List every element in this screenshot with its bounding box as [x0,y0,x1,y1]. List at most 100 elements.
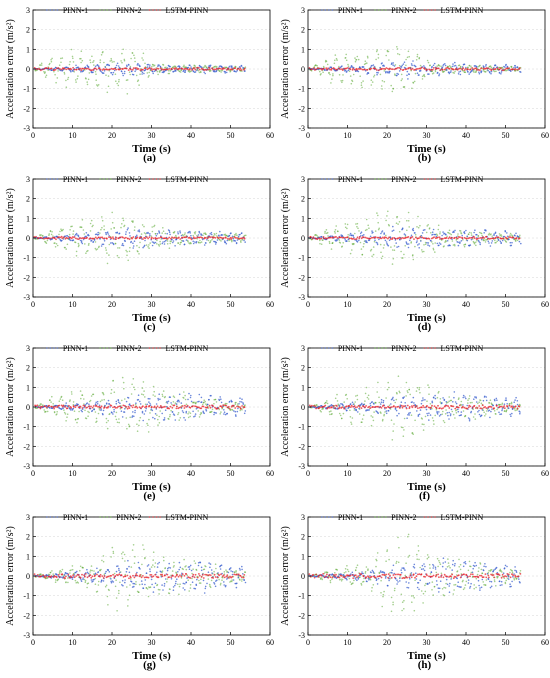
data-point [412,396,415,399]
data-point [332,405,335,407]
data-point [187,416,190,419]
data-point [116,82,118,85]
data-point [204,585,207,588]
chart-panel: -3 -2 -1 0 1 2 3 0 10 20 30 40 50 60 Time (s) Accelerat… [275,338,550,507]
data-point [327,235,329,237]
data-point [380,412,382,414]
data-point [154,582,157,585]
data-point [135,581,137,583]
data-point [377,412,379,415]
data-point [509,236,512,239]
data-point [373,406,375,408]
data-point [354,60,357,63]
data-point [503,235,505,238]
data-point [444,63,446,65]
data-point [362,236,365,238]
data-point [179,243,181,246]
data-point [119,236,122,239]
data-point [356,222,359,225]
data-point [391,230,394,232]
legend-marker [331,347,334,349]
data-point [498,233,501,235]
data-point [201,403,204,406]
data-point [80,409,83,412]
data-point [365,386,368,389]
data-point [132,582,134,585]
x-tick-label: 30 [423,131,431,140]
data-point [473,237,476,240]
data-point [131,68,134,71]
data-point [45,236,48,238]
data-point [122,48,124,51]
data-point [458,414,461,417]
legend-marker [324,347,327,349]
data-point [326,231,329,234]
data-point [156,571,158,574]
data-point [194,233,196,235]
data-point [424,399,426,401]
data-point [184,394,186,397]
data-point [511,235,514,237]
data-point [137,561,140,564]
data-point [362,405,365,408]
data-point [185,412,187,414]
data-point [194,64,196,67]
data-point [185,68,188,70]
data-point [454,64,457,67]
legend-marker [53,178,55,180]
data-point [113,69,116,72]
data-point [121,376,124,379]
data-point [419,236,422,238]
data-point [88,411,90,414]
data-point [405,68,408,70]
data-point [410,63,413,65]
data-point [125,233,127,235]
data-point [231,404,234,407]
data-point [87,244,90,246]
data-point [225,69,228,71]
data-point [177,232,179,235]
data-point [91,406,94,409]
data-point [94,574,96,577]
legend-marker [102,9,105,11]
data-point [412,227,414,230]
data-point [428,412,430,414]
data-point [375,50,378,53]
data-point [75,575,78,577]
data-point [231,240,233,243]
data-point [443,68,446,71]
data-point [432,228,435,231]
data-point [103,228,105,231]
data-point [310,70,313,72]
data-point [493,407,495,409]
data-point [489,399,492,401]
data-point [458,397,460,399]
data-point [319,70,321,73]
data-point [113,60,115,63]
data-point [211,238,213,241]
data-point [190,242,192,245]
data-point [445,401,448,403]
data-point [353,407,356,410]
data-point [341,81,343,84]
data-point [378,396,380,399]
data-point [102,413,104,416]
data-point [43,409,45,411]
data-point [118,569,120,572]
data-point [196,234,198,237]
data-point [138,246,140,249]
data-point [184,419,187,421]
data-point [370,84,373,86]
legend-marker [374,9,376,11]
data-point [159,240,161,243]
data-point [354,232,356,235]
data-point [165,239,167,242]
data-point [473,242,476,245]
data-point [436,413,439,415]
data-point [133,229,136,231]
data-point [121,244,123,246]
data-point [448,400,450,402]
data-point [240,65,243,67]
data-point [485,65,487,67]
data-point [423,65,425,67]
